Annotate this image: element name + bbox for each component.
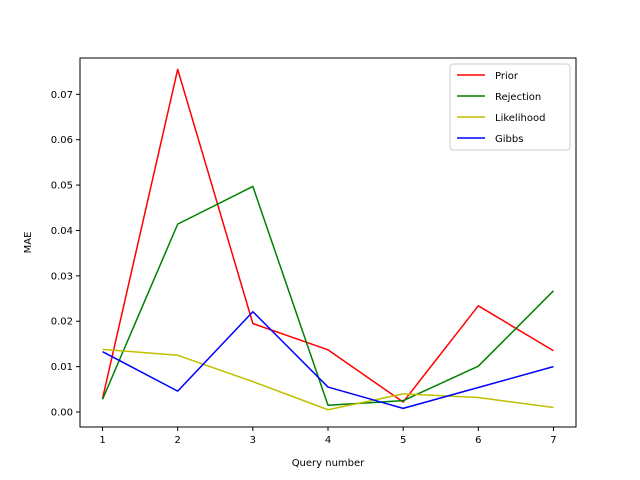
legend: Prior Rejection Likelihood Gibbs — [449, 63, 571, 151]
x-tick-label: 1 — [99, 435, 105, 446]
y-tick-label: 0.02 — [51, 317, 73, 328]
series-line-prior — [101, 68, 554, 403]
y-tick-label: 0.00 — [51, 408, 73, 419]
series-line-rejection — [101, 185, 554, 406]
x-tick-label: 4 — [325, 435, 331, 446]
x-tick-label: 3 — [250, 435, 256, 446]
series-line-likelihood — [102, 348, 554, 411]
legend-label: Rejection — [495, 92, 541, 103]
y-axis: 0.00 0.01 0.02 0.03 0.04 0.05 0.06 0.07 — [51, 90, 80, 419]
y-tick-label: 0.07 — [51, 90, 73, 101]
y-tick-label: 0.05 — [51, 181, 73, 192]
x-axis: 1 2 3 4 5 6 7 — [99, 427, 557, 446]
plot-area — [101, 68, 554, 411]
x-tick-label: 5 — [400, 435, 406, 446]
x-axis-label: Query number — [292, 458, 365, 469]
legend-box — [449, 63, 571, 151]
legend-label: Likelihood — [495, 113, 545, 124]
y-tick-label: 0.06 — [51, 135, 73, 146]
legend-label: Prior — [495, 71, 519, 82]
x-tick-label: 6 — [475, 435, 481, 446]
legend-label: Gibbs — [495, 134, 523, 145]
y-tick-label: 0.03 — [51, 271, 73, 282]
series-line-gibbs — [102, 310, 554, 410]
y-tick-label: 0.04 — [51, 226, 73, 237]
x-tick-label: 2 — [175, 435, 181, 446]
y-tick-label: 0.01 — [51, 362, 73, 373]
y-axis-label: MAE — [23, 232, 34, 254]
x-tick-label: 7 — [550, 435, 556, 446]
